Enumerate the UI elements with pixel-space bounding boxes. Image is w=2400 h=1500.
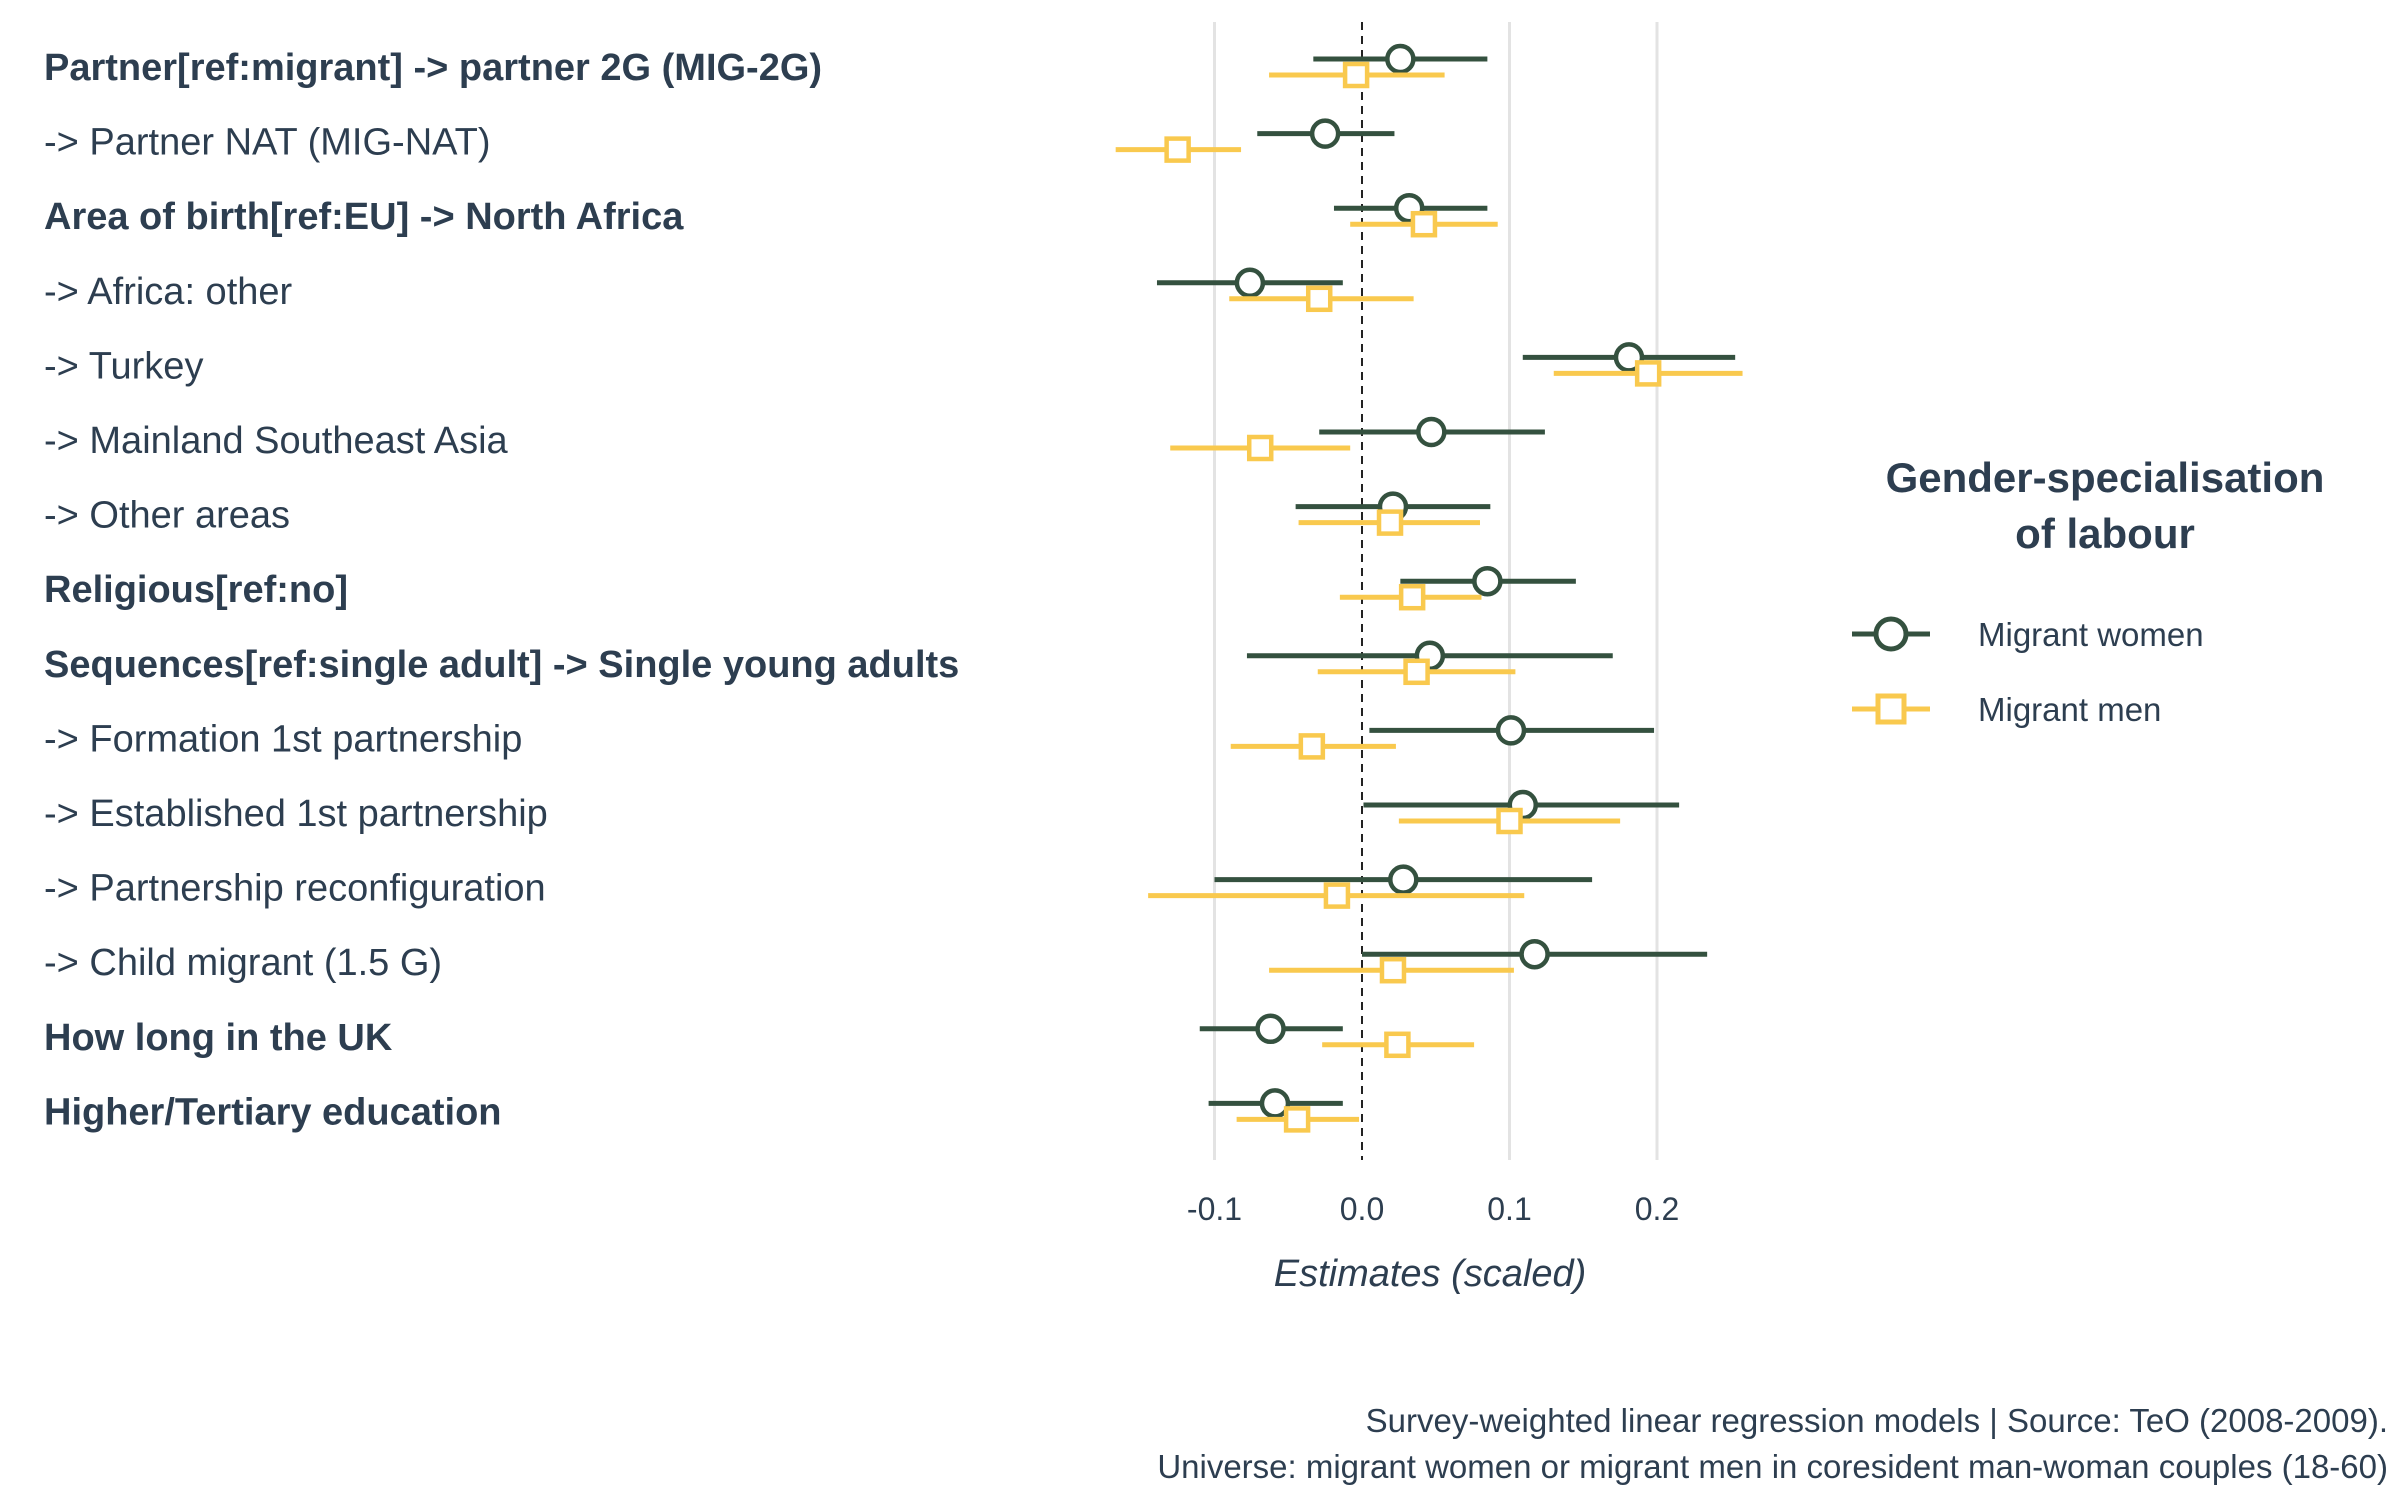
point-men <box>1634 360 1662 387</box>
term-label: -> Turkey <box>44 345 203 387</box>
point-men <box>1410 210 1438 238</box>
legend-title: Gender-specialisation <box>1886 454 2325 501</box>
legend-entry: Migrant men <box>1978 691 2161 728</box>
point-men <box>1164 136 1191 163</box>
term-label: -> Africa: other <box>44 271 293 313</box>
legend-title-line2: of labour <box>2015 510 2195 557</box>
x-tick-label: 0.1 <box>1487 1191 1531 1227</box>
term-label: -> Partnership reconfiguration <box>44 868 546 910</box>
term-label: -> Partner NAT (MIG-NAT) <box>44 122 491 164</box>
point-women <box>1416 416 1447 448</box>
point-men <box>1496 807 1523 835</box>
point-men <box>1305 285 1333 313</box>
term-labels: Partner[ref:migrant] -> partner 2G (MIG-… <box>44 47 959 1133</box>
point-men <box>1379 956 1407 984</box>
legend-entry: Migrant women <box>1978 616 2204 653</box>
point-women <box>1495 715 1527 746</box>
x-axis-ticks: -0.1 0.0 0.1 0.2 <box>1187 1191 1679 1227</box>
term-label: -> Formation 1st partnership <box>44 718 522 760</box>
point-women <box>1385 43 1416 75</box>
term-label: -> Other areas <box>44 495 290 537</box>
x-tick-label: 0.2 <box>1635 1191 1679 1227</box>
x-axis-label: Estimates (scaled) <box>1274 1253 1587 1295</box>
point-women <box>1519 938 1550 970</box>
caption-line2: Universe: migrant women or migrant men i… <box>1157 1448 2388 1485</box>
point-women <box>1472 565 1503 597</box>
point-men <box>1283 1106 1311 1133</box>
term-label: Religious[ref:no] <box>44 569 348 611</box>
point-men <box>1342 61 1370 89</box>
point-women <box>1388 864 1419 895</box>
point-men <box>1398 583 1426 611</box>
legend-key-men <box>1875 693 1907 725</box>
legend: Gender-specialisation of labour Migrant … <box>1852 454 2324 728</box>
x-tick-label: 0.0 <box>1340 1191 1384 1227</box>
term-label: How long in the UK <box>44 1017 393 1059</box>
point-women <box>1259 1088 1291 1119</box>
x-tick-label: -0.1 <box>1187 1191 1242 1227</box>
point-men <box>1403 658 1430 686</box>
legend-items: Migrant women Migrant men <box>1852 616 2204 728</box>
point-women <box>1309 118 1341 149</box>
grid-lines <box>1213 22 1659 1160</box>
caption-line1: Survey-weighted linear regression models… <box>1366 1402 2388 1439</box>
point-men <box>1323 882 1351 909</box>
term-label: -> Mainland Southeast Asia <box>44 420 509 462</box>
estimate-marks <box>1115 43 1743 1133</box>
term-label: Partner[ref:migrant] -> partner 2G (MIG-… <box>44 47 822 89</box>
point-men <box>1376 509 1404 536</box>
legend-key-women <box>1873 616 1909 652</box>
point-women <box>1234 267 1266 299</box>
term-label: Higher/Tertiary education <box>44 1091 502 1133</box>
term-label: -> Established 1st partnership <box>44 793 548 835</box>
point-men <box>1298 733 1326 760</box>
term-label: -> Child migrant (1.5 G) <box>44 942 442 984</box>
point-women <box>1255 1013 1286 1045</box>
point-men <box>1246 434 1274 462</box>
term-label: Sequences[ref:single adult] -> Single yo… <box>44 644 959 686</box>
term-label: Area of birth[ref:EU] -> North Africa <box>44 196 684 238</box>
point-men <box>1384 1031 1411 1059</box>
